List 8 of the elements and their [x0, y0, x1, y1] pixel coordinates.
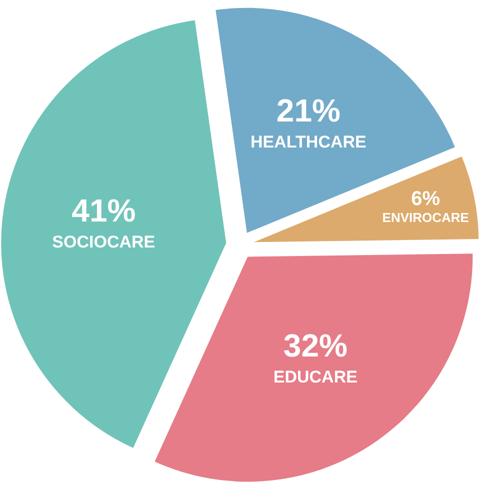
data-label: 6% — [411, 188, 440, 210]
data-label: 41% — [72, 192, 136, 228]
slice-label: EDUCARE — [273, 367, 358, 386]
slice-label: HEALTHCARE — [250, 132, 366, 152]
slice-label: ENVIROCARE — [382, 210, 470, 225]
slice-label: SOCIOCARE — [52, 232, 156, 252]
data-label: 21% — [276, 92, 340, 128]
data-label: 32% — [283, 327, 348, 364]
